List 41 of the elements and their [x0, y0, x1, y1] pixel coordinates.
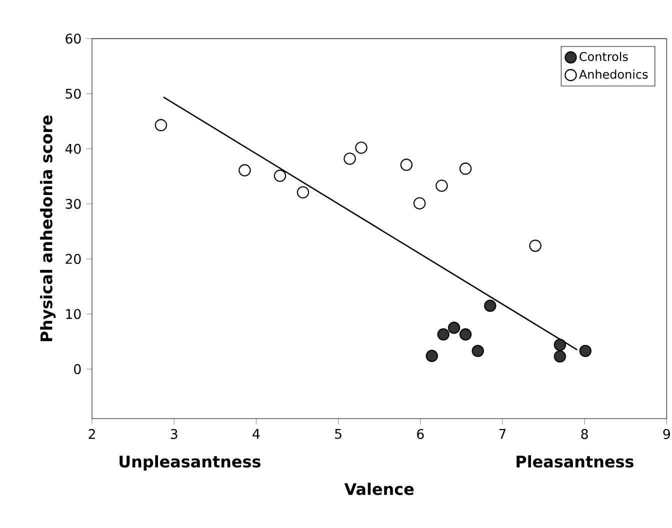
point	[426, 350, 438, 362]
x-tick-label: 2	[88, 429, 95, 439]
point	[154, 119, 168, 132]
y-tick-label: 60	[66, 34, 81, 44]
x-axis-title: Valence	[344, 482, 414, 496]
y-tick-label: 20	[66, 254, 81, 264]
point	[554, 338, 566, 351]
text: Pleasantness	[516, 455, 634, 468]
point	[238, 164, 251, 176]
y-tick-label: 10	[66, 308, 81, 320]
point	[413, 197, 426, 210]
point	[472, 344, 484, 358]
x-tick-label: 6	[417, 429, 424, 440]
point	[274, 170, 286, 182]
point	[296, 186, 310, 198]
x-tick-label: 5	[335, 429, 342, 439]
point	[459, 162, 472, 175]
point	[400, 158, 413, 171]
point	[436, 180, 448, 192]
y-tick-label: 0	[74, 364, 81, 374]
x-tick-label: 9	[663, 429, 670, 440]
y-tick-label: 40	[65, 144, 81, 154]
point	[484, 300, 496, 312]
point	[459, 328, 472, 341]
y-tick-label: 50	[66, 88, 81, 99]
y-axis-title: Physical anhedonia score	[40, 115, 56, 342]
y-tick-label: 30	[66, 198, 81, 209]
point	[554, 350, 566, 363]
x-tick-label: 3	[170, 429, 178, 440]
legend-label: Anhedonics	[579, 70, 648, 79]
legend-label: Controls	[580, 52, 628, 62]
point	[344, 152, 356, 165]
point	[448, 322, 460, 334]
point	[437, 328, 450, 341]
x-tick-label: 4	[252, 429, 260, 439]
x-tick-label: 8	[581, 429, 588, 440]
text: Unpleasantness	[120, 455, 260, 471]
point	[579, 344, 592, 358]
x-tick-label: 7	[499, 429, 506, 439]
point	[355, 142, 368, 154]
point	[529, 240, 542, 252]
